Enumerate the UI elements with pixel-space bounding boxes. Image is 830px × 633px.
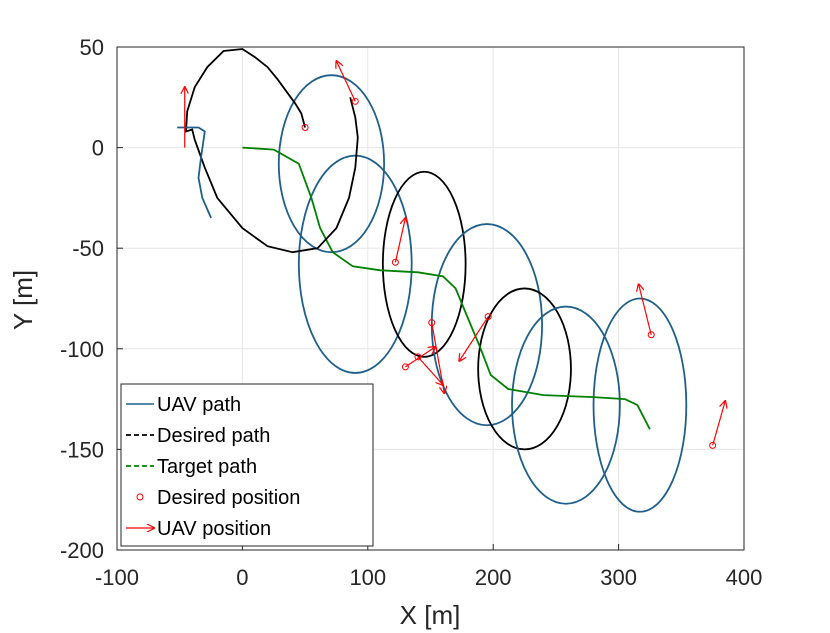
desired-position-marker [401,363,409,371]
y-tick-label: -150 [60,437,104,462]
plot-layer [177,48,726,513]
legend-entry: UAV position [126,518,271,540]
desired-position-marker [391,258,399,266]
loop-path [592,297,688,513]
legend: UAV path Desired path Target path Desired p… [120,383,374,547]
series-desired-path [185,48,359,254]
legend-entry: Desired position [136,487,300,509]
x-tick-label: 100 [349,565,386,590]
uav-position-arrow [394,218,405,263]
x-tick-label: 200 [475,565,512,590]
loop-path [511,305,621,505]
loop-path [381,170,467,358]
x-tick-label: 300 [600,565,637,590]
desired-position-marker [484,313,492,321]
y-tick-label: 50 [80,35,104,60]
loop-path [297,154,413,374]
y-tick-label: -200 [60,538,104,563]
legend-label: Target path [157,456,257,478]
legend-entry: Desired path [126,425,270,447]
uav-position-arrow [431,322,445,393]
legend-entry: UAV path [126,394,241,416]
desired-position-marker [351,97,359,105]
legend-label: Desired path [157,425,270,447]
x-axis-label: X [m] [400,600,461,630]
x-tick-label: 0 [236,565,248,590]
desired-position-marker [647,331,655,339]
uav-position-arrow [336,61,356,102]
y-tick-label: -50 [72,236,104,261]
legend-label: Desired position [157,487,300,509]
desired-position-marker [709,441,717,449]
series-target-path [242,146,651,430]
plot-frame [116,46,745,551]
y-tick-label: 0 [92,136,104,161]
series-uav-path [177,126,212,219]
legend-label: UAV position [157,518,271,540]
desired-position-marker [301,123,309,131]
uav-position-arrow [459,316,489,361]
uav-position-arrow [417,356,443,385]
x-tick-label: 400 [726,565,763,590]
legend-label: UAV path [157,394,241,416]
loop-path [477,287,572,451]
y-tick-label: -100 [60,337,104,362]
uav-position-arrow [405,347,435,368]
uav-position-arrow [712,401,726,446]
x-tick-label: -100 [95,565,139,590]
loop-path [277,74,386,254]
y-axis-label: Y [m] [8,270,38,330]
legend-box [120,383,374,547]
uav-position-arrow [639,284,652,335]
legend-entry: Target path [126,456,257,478]
legend-swatch [136,493,144,501]
